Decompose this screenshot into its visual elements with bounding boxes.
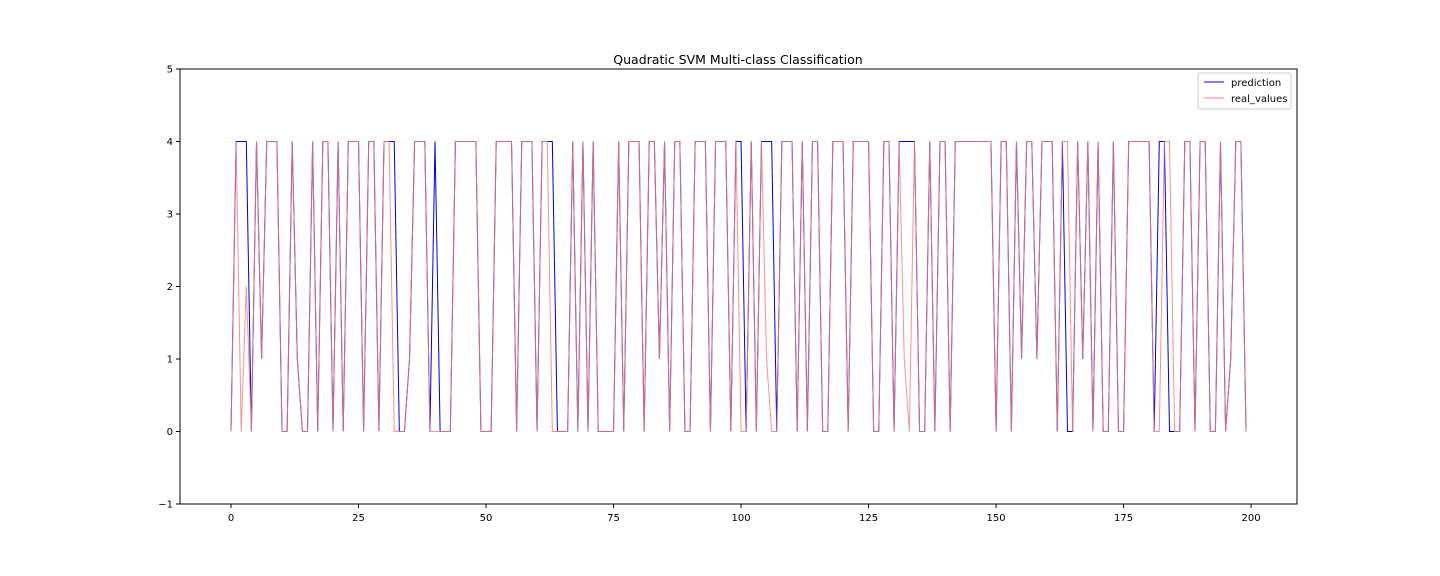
x-tick-label: 125 [859,513,878,524]
x-tick-label: 0 [228,513,234,524]
plot-lines [230,141,1247,432]
legend-prediction-label: prediction [1231,78,1281,89]
x-tick-label: 100 [732,513,751,524]
chart-title: Quadratic SVM Multi-class Classification [613,52,862,67]
y-tick-label: 5 [167,65,173,76]
x-tick-label: 175 [1114,513,1133,524]
x-tick-label: 75 [607,513,620,524]
y-tick-label: 2 [167,282,173,293]
x-tick-label: 200 [1242,513,1261,524]
y-axis: −1 0 1 2 3 4 5 [158,65,180,511]
series-line-real-values [230,141,1247,432]
y-tick-label: 0 [167,427,173,438]
y-tick-label: −1 [158,500,173,511]
legend: prediction real_values [1197,72,1292,110]
x-axis: 0 25 50 75 100 125 150 175 200 [228,504,1261,524]
x-tick-label: 150 [987,513,1006,524]
legend-real-values-label: real_values [1231,94,1287,105]
y-tick-label: 3 [167,210,173,221]
y-tick-label: 1 [167,355,173,366]
y-tick-label: 4 [167,137,173,148]
x-tick-label: 50 [480,513,493,524]
x-tick-label: 25 [352,513,365,524]
